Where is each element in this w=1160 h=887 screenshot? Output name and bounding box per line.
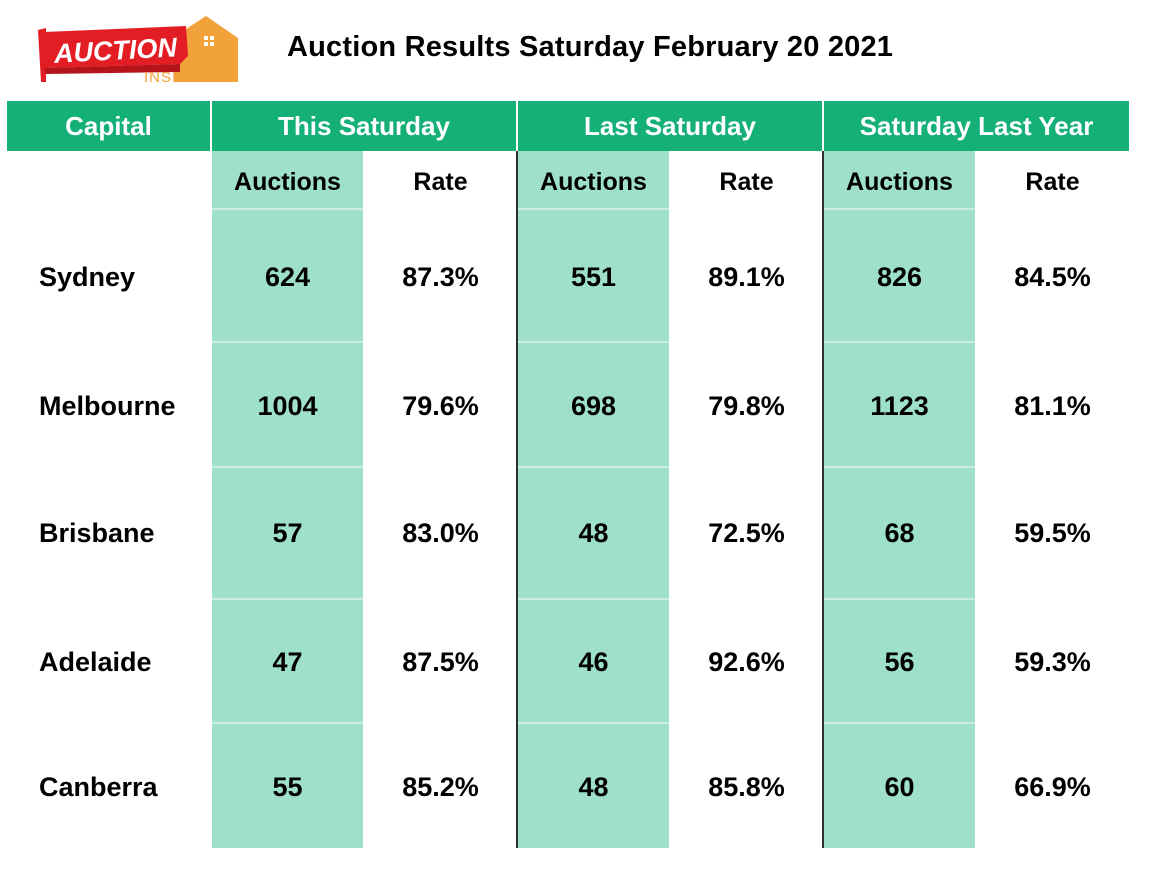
row-divider <box>824 208 975 210</box>
header-divider <box>822 101 824 151</box>
subheader-auctions: Auctions <box>846 168 953 196</box>
cell-value: 59.3% <box>1014 647 1091 677</box>
cell-value: 698 <box>570 391 617 421</box>
cell-value: 72.5% <box>708 518 785 548</box>
row-divider <box>824 466 975 468</box>
subheader-rate: Rate <box>413 168 468 196</box>
cell-value: 47 <box>272 647 303 677</box>
header-saturday-last-year: Saturday Last Year <box>859 111 1094 141</box>
cell-value: 624 <box>264 262 311 292</box>
cell-value: 85.2% <box>402 772 479 802</box>
auctions-column-bg <box>212 151 363 848</box>
cell-value: 56 <box>884 647 915 677</box>
cell-value: 79.8% <box>708 391 785 421</box>
row-divider <box>518 598 669 600</box>
auction-insider-logo: AUCTION INSIDER <box>38 16 238 86</box>
group-separator <box>822 151 824 848</box>
logo-word: AUCTION <box>52 32 178 68</box>
cell-value: 59.5% <box>1014 518 1091 548</box>
cell-value: 68 <box>884 518 915 548</box>
header-capital: Capital <box>65 111 152 141</box>
cell-value: 48 <box>578 772 609 802</box>
header-divider <box>516 101 518 151</box>
cell-value: 87.3% <box>402 262 479 292</box>
subheader-auctions: Auctions <box>540 168 647 196</box>
header-this-saturday: This Saturday <box>278 111 450 141</box>
city-label: Adelaide <box>39 647 152 677</box>
row-divider <box>518 208 669 210</box>
auctions-column-bg <box>518 151 669 848</box>
row-divider <box>824 722 975 724</box>
row-divider <box>212 208 363 210</box>
cell-value: 81.1% <box>1014 391 1091 421</box>
page-title: Auction Results Saturday February 20 202… <box>287 31 894 63</box>
cell-value: 83.0% <box>402 518 479 548</box>
cell-value: 46 <box>578 647 609 677</box>
cell-value: 79.6% <box>402 391 479 421</box>
row-divider <box>212 722 363 724</box>
cell-value: 1123 <box>870 391 929 421</box>
cell-value: 60 <box>884 772 915 802</box>
row-divider <box>518 466 669 468</box>
auctions-column-bg <box>824 151 975 848</box>
cell-value: 551 <box>570 262 617 292</box>
subheader-rate: Rate <box>719 168 774 196</box>
row-divider <box>518 722 669 724</box>
table-header-bar <box>7 101 1129 151</box>
cell-value: 84.5% <box>1014 262 1091 292</box>
row-divider <box>212 341 363 343</box>
row-divider <box>212 466 363 468</box>
cell-value: 57 <box>272 518 303 548</box>
cell-value: 55 <box>272 772 303 802</box>
row-divider <box>824 598 975 600</box>
cell-value: 1004 <box>257 391 318 421</box>
cell-value: 89.1% <box>708 262 785 292</box>
header-divider <box>210 101 212 151</box>
row-divider <box>824 341 975 343</box>
logo-sub: INSIDER <box>144 69 212 86</box>
row-divider <box>212 598 363 600</box>
city-label: Melbourne <box>39 391 176 421</box>
subheader-auctions: Auctions <box>234 168 341 196</box>
cell-value: 48 <box>578 518 609 548</box>
city-label: Brisbane <box>39 518 155 548</box>
header-last-saturday: Last Saturday <box>584 111 756 141</box>
subheader-rate: Rate <box>1025 168 1080 196</box>
cell-value: 826 <box>876 262 923 292</box>
group-separator <box>516 151 518 848</box>
row-divider <box>518 341 669 343</box>
cell-value: 87.5% <box>402 647 479 677</box>
cell-value: 66.9% <box>1014 772 1091 802</box>
city-label: Canberra <box>39 772 158 802</box>
cell-value: 85.8% <box>708 772 785 802</box>
city-label: Sydney <box>39 262 136 292</box>
cell-value: 92.6% <box>708 647 785 677</box>
